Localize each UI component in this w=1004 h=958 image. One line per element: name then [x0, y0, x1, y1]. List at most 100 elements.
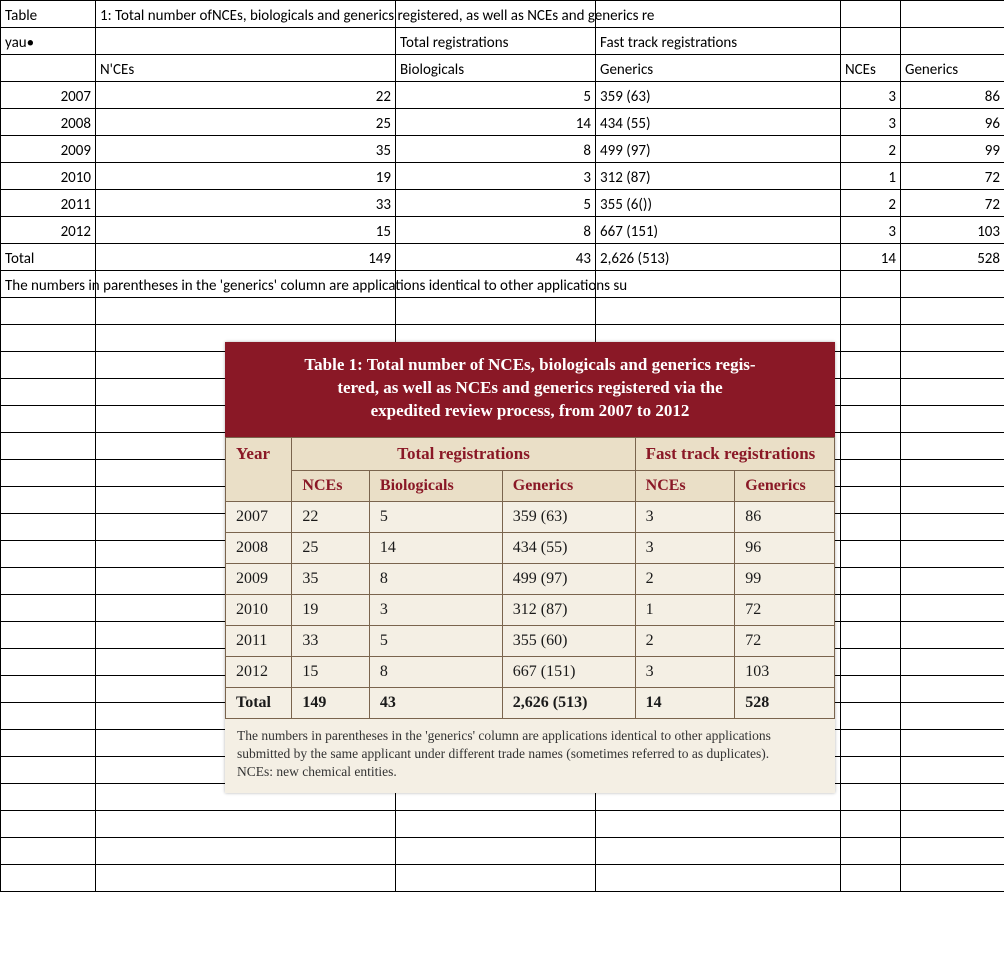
- cell: [1, 568, 96, 595]
- cell: 25: [292, 532, 370, 563]
- cell: 312 (87): [502, 594, 635, 625]
- sheet-row: [1, 811, 1004, 838]
- cell: [901, 541, 1004, 568]
- cell: [96, 811, 396, 838]
- cell: [841, 595, 901, 622]
- cell: [96, 298, 396, 325]
- embedded-footnotes: The numbers in parentheses in the 'gener…: [225, 719, 835, 794]
- cell: 5: [369, 501, 502, 532]
- cell: 72: [901, 190, 1004, 217]
- cell: 5: [369, 625, 502, 656]
- cell: [1, 406, 96, 433]
- cell: 528: [735, 687, 835, 718]
- cell: [396, 298, 596, 325]
- cell: Generics: [901, 55, 1004, 82]
- col-ft-nces: NCEs: [635, 470, 735, 501]
- cell: 14: [396, 109, 596, 136]
- cell: [1, 811, 96, 838]
- cell: [901, 325, 1004, 352]
- cell: [901, 460, 1004, 487]
- cell: [841, 406, 901, 433]
- cell: [1, 730, 96, 757]
- cell: [841, 487, 901, 514]
- cell: 3: [369, 594, 502, 625]
- table-total-row: Total149432,626 (513)14528: [226, 687, 835, 718]
- cell: 22: [292, 501, 370, 532]
- sheet-row: N'CEsBiologicalsGenericsNCEsGenerics: [1, 55, 1004, 82]
- cell: 43: [396, 244, 596, 271]
- sheet-row: yau•Total registrationsFast track regist…: [1, 28, 1004, 55]
- table-row: 2012158667 (151)3103: [226, 656, 835, 687]
- cell: [1, 865, 96, 892]
- cell: 103: [901, 217, 1004, 244]
- cell: 2010: [1, 163, 96, 190]
- sheet-row: 2011335355 (6())272: [1, 190, 1004, 217]
- cell: [841, 325, 901, 352]
- cell: 35: [292, 563, 370, 594]
- embedded-table: Table 1: Total number of NCEs, biologica…: [225, 342, 835, 793]
- cell: 1: [841, 163, 901, 190]
- sheet-row: 20082514434 (55)396: [1, 109, 1004, 136]
- cell: [841, 541, 901, 568]
- col-bio: Biologicals: [369, 470, 502, 501]
- cell: 3: [396, 163, 596, 190]
- cell: [396, 811, 596, 838]
- embedded-table-title: Table 1: Total number of NCEs, biologica…: [225, 342, 835, 437]
- cell: 2009: [226, 563, 292, 594]
- cell: 667 (151): [596, 217, 841, 244]
- cell: [901, 433, 1004, 460]
- cell: 5: [396, 190, 596, 217]
- cell: [841, 568, 901, 595]
- cell: yau•: [1, 28, 96, 55]
- cell: [1, 487, 96, 514]
- cell: [596, 865, 841, 892]
- cell: 8: [369, 656, 502, 687]
- cell: [901, 568, 1004, 595]
- cell: 86: [735, 501, 835, 532]
- cell: [1, 460, 96, 487]
- cell: [1, 433, 96, 460]
- cell: 2008: [226, 532, 292, 563]
- cell: 3: [841, 82, 901, 109]
- cell: [841, 649, 901, 676]
- col-gen: Generics: [502, 470, 635, 501]
- colgroup-total: Total registrations: [292, 437, 635, 470]
- cell: 8: [369, 563, 502, 594]
- cell: 355 (60): [502, 625, 635, 656]
- cell: [96, 865, 396, 892]
- sheet-row: 2012158667 (151)3103: [1, 217, 1004, 244]
- cell: 25: [96, 109, 396, 136]
- cell: [1, 838, 96, 865]
- cell: 149: [96, 244, 396, 271]
- table-row: 2011335355 (60)272: [226, 625, 835, 656]
- cell: 1: Total number ofNCEs, biologicals and …: [96, 1, 396, 28]
- cell: 86: [901, 82, 1004, 109]
- cell: 2009: [1, 136, 96, 163]
- cell: [1, 676, 96, 703]
- table-row: 2007225359 (63)386: [226, 501, 835, 532]
- cell: 2011: [1, 190, 96, 217]
- sheet-row: [1, 865, 1004, 892]
- cell: [1, 541, 96, 568]
- cell: [901, 676, 1004, 703]
- cell: [901, 622, 1004, 649]
- cell: [841, 271, 901, 298]
- cell: 15: [292, 656, 370, 687]
- cell: [596, 271, 841, 298]
- col-year: Year: [226, 437, 292, 501]
- cell: [841, 298, 901, 325]
- cell: NCEs: [841, 55, 901, 82]
- cell: [901, 379, 1004, 406]
- cell: [841, 433, 901, 460]
- cell: 434 (55): [502, 532, 635, 563]
- cell: N'CEs: [96, 55, 396, 82]
- cell: 14: [635, 687, 735, 718]
- cell: [901, 865, 1004, 892]
- cell: 5: [396, 82, 596, 109]
- cell: 2010: [226, 594, 292, 625]
- cell: 15: [96, 217, 396, 244]
- cell: [901, 514, 1004, 541]
- cell: [396, 838, 596, 865]
- col-nces: NCEs: [292, 470, 370, 501]
- cell: [841, 730, 901, 757]
